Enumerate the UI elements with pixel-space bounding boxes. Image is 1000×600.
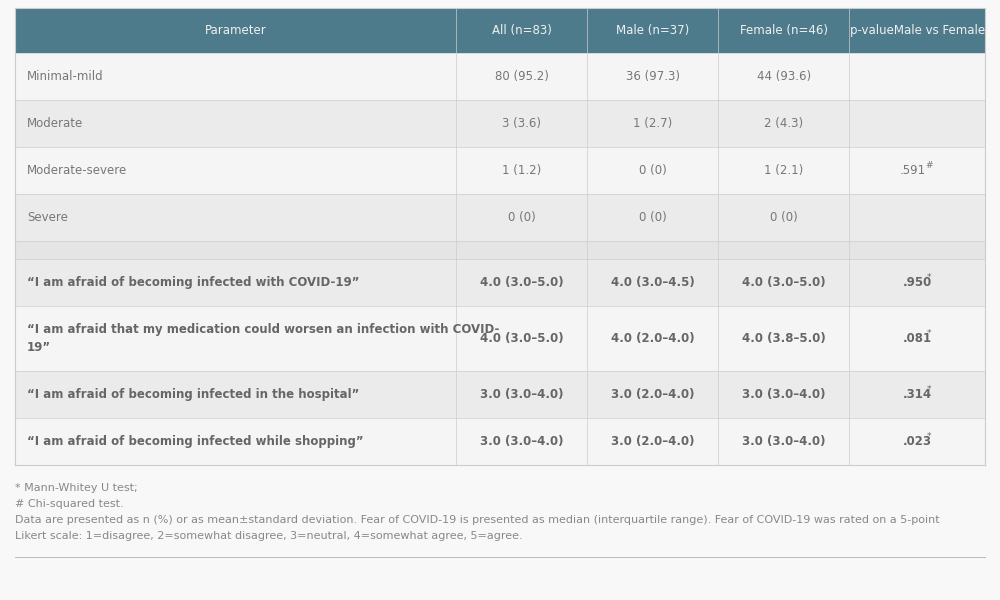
Text: p-valueMale vs Female: p-valueMale vs Female xyxy=(850,24,985,37)
Text: 0 (0): 0 (0) xyxy=(508,211,536,224)
Text: 36 (97.3): 36 (97.3) xyxy=(626,70,680,83)
Text: Severe: Severe xyxy=(27,211,68,224)
Text: 0 (0): 0 (0) xyxy=(770,211,798,224)
Text: .591: .591 xyxy=(900,164,926,177)
Text: * Mann-Whitey U test;: * Mann-Whitey U test; xyxy=(15,483,138,493)
Text: Moderate: Moderate xyxy=(27,117,83,130)
Text: #: # xyxy=(925,161,933,170)
Text: Male (n=37): Male (n=37) xyxy=(616,24,689,37)
Text: 0 (0): 0 (0) xyxy=(639,211,667,224)
Text: 4.0 (3.0–4.5): 4.0 (3.0–4.5) xyxy=(611,276,695,289)
Text: 4.0 (2.0–4.0): 4.0 (2.0–4.0) xyxy=(611,332,695,345)
Text: 44 (93.6): 44 (93.6) xyxy=(757,70,811,83)
Text: 4.0 (3.8–5.0): 4.0 (3.8–5.0) xyxy=(742,332,826,345)
Text: .950: .950 xyxy=(902,276,932,289)
Text: *: * xyxy=(927,385,932,394)
Text: .081: .081 xyxy=(903,332,932,345)
Text: “I am afraid of becoming infected while shopping”: “I am afraid of becoming infected while … xyxy=(27,435,364,448)
Bar xyxy=(15,259,985,306)
Text: 0 (0): 0 (0) xyxy=(639,164,667,177)
Text: “I am afraid of becoming infected in the hospital”: “I am afraid of becoming infected in the… xyxy=(27,388,359,401)
Bar xyxy=(15,8,985,53)
Text: 2 (4.3): 2 (4.3) xyxy=(764,117,803,130)
Text: Likert scale: 1=disagree, 2=somewhat disagree, 3=neutral, 4=somewhat agree, 5=ag: Likert scale: 1=disagree, 2=somewhat dis… xyxy=(15,531,523,541)
Text: Data are presented as n (%) or as mean±standard deviation. Fear of COVID-19 is p: Data are presented as n (%) or as mean±s… xyxy=(15,515,940,525)
Text: 3.0 (3.0–4.0): 3.0 (3.0–4.0) xyxy=(480,388,564,401)
Text: 1 (2.1): 1 (2.1) xyxy=(764,164,803,177)
Text: Minimal-mild: Minimal-mild xyxy=(27,70,104,83)
Text: .023: .023 xyxy=(903,435,932,448)
Text: *: * xyxy=(927,273,932,282)
Text: 4.0 (3.0–5.0): 4.0 (3.0–5.0) xyxy=(742,276,826,289)
Text: *: * xyxy=(927,432,932,441)
Text: Parameter: Parameter xyxy=(205,24,267,37)
Text: “I am afraid that my medication could worsen an infection with COVID-: “I am afraid that my medication could wo… xyxy=(27,323,499,336)
Text: # Chi-squared test.: # Chi-squared test. xyxy=(15,499,124,509)
Text: 3.0 (2.0–4.0): 3.0 (2.0–4.0) xyxy=(611,435,695,448)
Text: Female (n=46): Female (n=46) xyxy=(740,24,828,37)
Bar xyxy=(15,241,985,259)
Bar xyxy=(15,418,985,465)
Text: 4.0 (3.0–5.0): 4.0 (3.0–5.0) xyxy=(480,332,564,345)
Text: Moderate-severe: Moderate-severe xyxy=(27,164,127,177)
Text: 3.0 (3.0–4.0): 3.0 (3.0–4.0) xyxy=(742,388,825,401)
Bar xyxy=(15,147,985,194)
Text: 3.0 (3.0–4.0): 3.0 (3.0–4.0) xyxy=(480,435,564,448)
Text: 80 (95.2): 80 (95.2) xyxy=(495,70,549,83)
Text: 1 (1.2): 1 (1.2) xyxy=(502,164,541,177)
Bar xyxy=(15,53,985,100)
Bar xyxy=(15,371,985,418)
Text: 3 (3.6): 3 (3.6) xyxy=(502,117,541,130)
Bar xyxy=(15,194,985,241)
Text: 4.0 (3.0–5.0): 4.0 (3.0–5.0) xyxy=(480,276,564,289)
Text: .314: .314 xyxy=(903,388,932,401)
Text: 3.0 (3.0–4.0): 3.0 (3.0–4.0) xyxy=(742,435,825,448)
Bar xyxy=(15,306,985,371)
Bar xyxy=(15,100,985,147)
Text: All (n=83): All (n=83) xyxy=(492,24,552,37)
Text: *: * xyxy=(927,329,932,338)
Text: 19”: 19” xyxy=(27,341,51,354)
Text: 1 (2.7): 1 (2.7) xyxy=(633,117,672,130)
Text: 3.0 (2.0–4.0): 3.0 (2.0–4.0) xyxy=(611,388,695,401)
Text: “I am afraid of becoming infected with COVID-19”: “I am afraid of becoming infected with C… xyxy=(27,276,360,289)
